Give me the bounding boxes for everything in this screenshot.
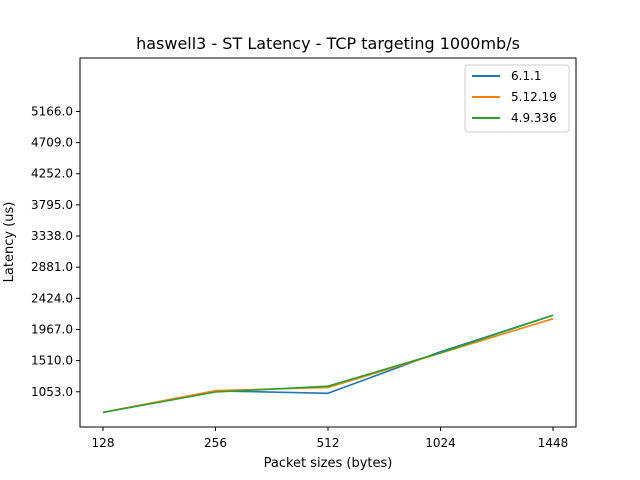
y-tick-label: 5166.0: [31, 104, 73, 118]
legend-label: 5.12.19: [511, 90, 557, 104]
y-tick-label: 3338.0: [31, 229, 73, 243]
legend-label: 4.9.336: [511, 111, 557, 125]
series-lines: [102, 314, 554, 414]
y-tick-label: 3795.0: [31, 198, 73, 212]
y-tick-label: 1053.0: [31, 385, 73, 399]
x-tick-label: 512: [317, 436, 340, 450]
y-tick-label: 2424.0: [31, 291, 73, 305]
y-axis-label: Latency (us): [2, 202, 17, 283]
x-tick-label: 256: [204, 436, 227, 450]
y-axis: 1053.0 1510.0 1967.0 2424.0 2881.0 3338.0 3795…: [31, 104, 80, 399]
y-tick-label: 1967.0: [31, 322, 73, 336]
legend-label: 6.1.1: [511, 69, 542, 83]
series-line-6-1-1: [102, 314, 554, 414]
x-tick-label: 1448: [538, 436, 569, 450]
x-tick-label: 128: [92, 436, 115, 450]
y-tick-label: 4252.0: [31, 167, 73, 181]
series-line-4-9-336: [102, 314, 554, 414]
chart-title: haswell3 - ST Latency - TCP targeting 10…: [136, 34, 520, 53]
y-tick-label: 1510.0: [31, 354, 73, 368]
legend: 6.1.1 5.12.19 4.9.336: [464, 64, 570, 133]
series-line-5-12-19: [102, 317, 554, 414]
legend-box: [464, 64, 570, 133]
y-tick-label: 2881.0: [31, 260, 73, 274]
x-axis: 128 256 512 1024 1448: [92, 427, 569, 450]
x-axis-label: Packet sizes (bytes): [264, 456, 393, 471]
x-tick-label: 1024: [425, 436, 456, 450]
y-tick-label: 4709.0: [31, 136, 73, 150]
